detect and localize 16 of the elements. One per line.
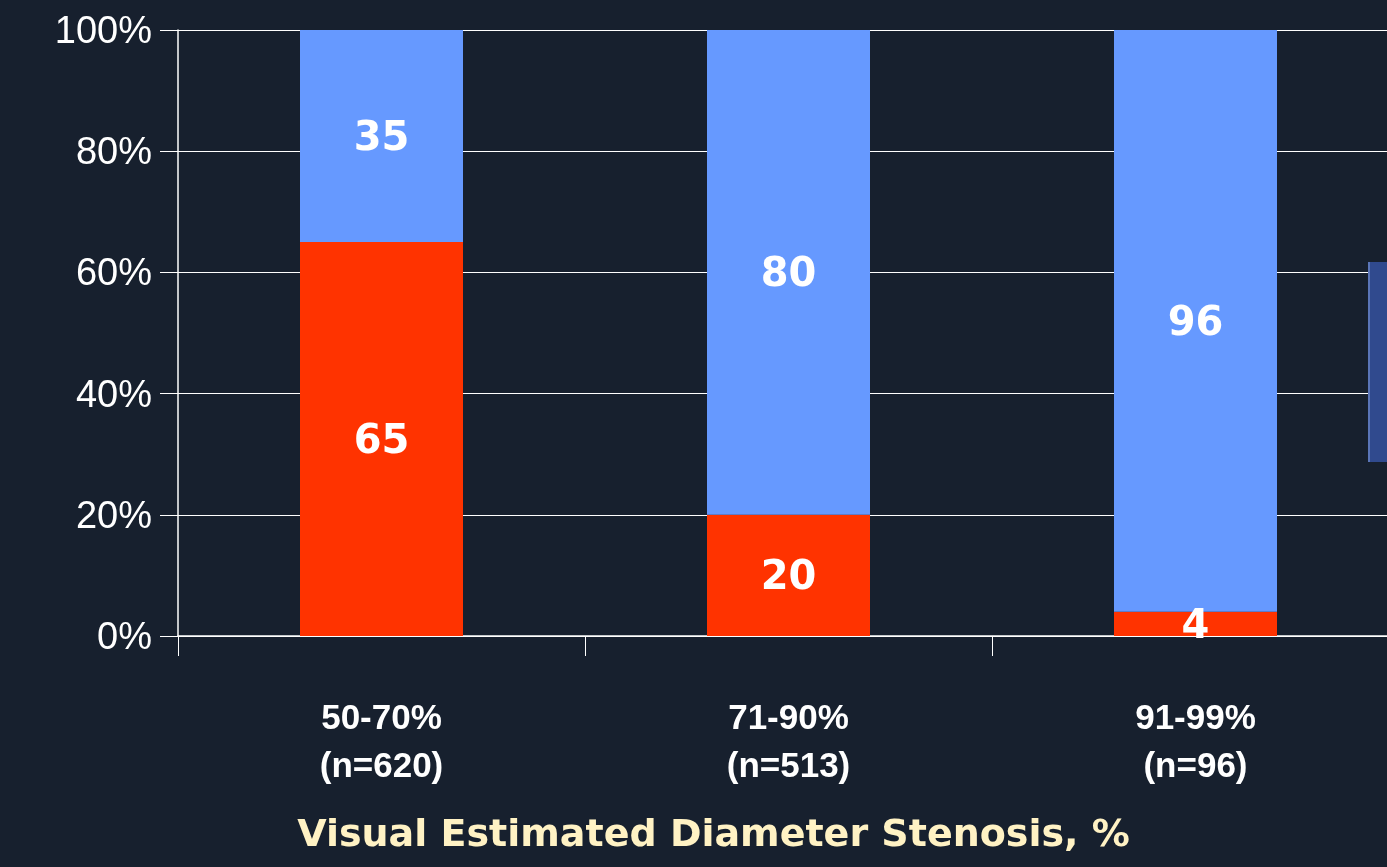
y-tick-label: 60% [75,251,152,294]
data-label: 96 [1167,297,1224,344]
x-tick-label: 71-90% (n=513) [726,696,851,784]
y-tick-label: 40% [75,372,152,415]
y-tick-label: 100% [54,9,152,51]
x-axis-title: Visual Estimated Diameter Stenosis, % [297,811,1130,855]
data-label: 4 [1181,600,1210,647]
y-tick-label: 80% [75,130,152,173]
data-label: 80 [760,249,817,296]
y-tick-label: 0% [97,615,152,657]
y-tick-label: 20% [75,493,152,536]
x-tick-label: 50-70% (n=620) [319,696,444,784]
x-tick-label: 91-99% (n=96) [1135,696,1256,784]
data-label: 65 [353,416,410,463]
data-label: 20 [760,552,817,599]
data-label: 35 [353,113,410,160]
